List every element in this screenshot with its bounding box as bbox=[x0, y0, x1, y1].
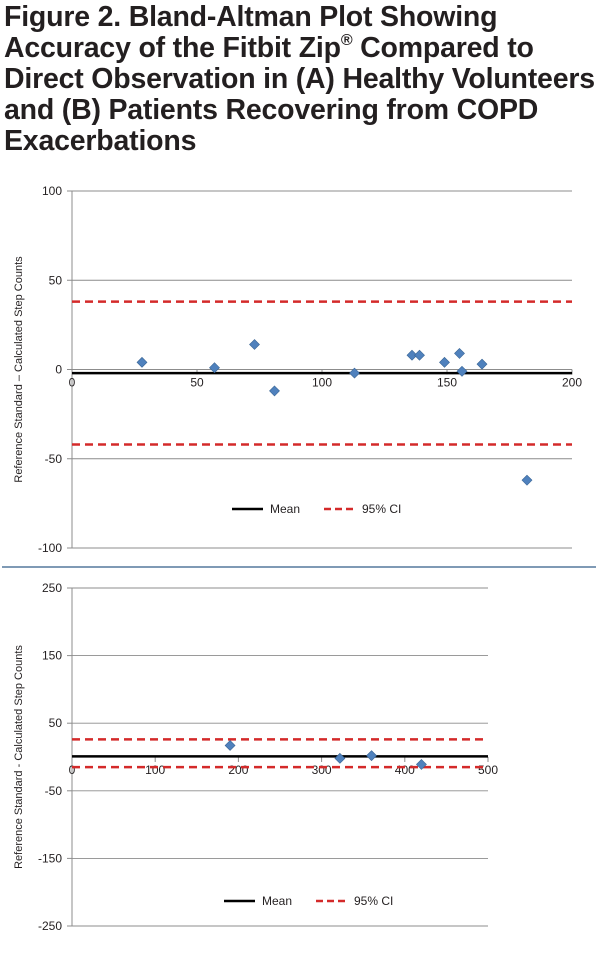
legend-label: 95% CI bbox=[362, 502, 401, 516]
x-tick-label: 0 bbox=[69, 763, 76, 777]
legend-label: Mean bbox=[262, 894, 292, 908]
data-point bbox=[521, 474, 533, 486]
panel-a-chart: -100 -50 0 50 100 0 50 100 150 200 Reference Stand… bbox=[13, 184, 582, 555]
y-axis-title: Reference Standard – Calculated Step Cou… bbox=[13, 256, 25, 483]
data-point bbox=[334, 752, 346, 764]
x-tick-label: 500 bbox=[478, 763, 498, 777]
y-tick-label: -50 bbox=[45, 784, 63, 798]
x-tick-label: 300 bbox=[312, 763, 332, 777]
x-tick-label: 200 bbox=[228, 763, 248, 777]
registered-mark: ® bbox=[340, 31, 353, 49]
x-tick-label: 400 bbox=[395, 763, 415, 777]
data-point bbox=[136, 356, 148, 368]
y-tick-label: -250 bbox=[38, 919, 62, 933]
legend-label: 95% CI bbox=[354, 894, 393, 908]
x-tick-label: 100 bbox=[312, 376, 332, 390]
y-tick-label: 0 bbox=[55, 363, 62, 377]
panel-b-chart: -250 -150 -50 50 150 250 0 100 200 300 400 500 Refer… bbox=[13, 581, 498, 933]
figure-title-rest: Compared to Direct Observation in (A) He… bbox=[4, 32, 595, 157]
data-point bbox=[439, 356, 450, 368]
x-tick-label: 150 bbox=[437, 376, 457, 390]
legend-label: Mean bbox=[270, 502, 300, 516]
data-point bbox=[456, 365, 468, 377]
data-point bbox=[366, 750, 377, 762]
y-tick-label: 150 bbox=[42, 649, 62, 663]
y-tick-label: -100 bbox=[38, 541, 62, 555]
data-point bbox=[349, 367, 360, 379]
y-tick-label: 50 bbox=[49, 716, 63, 730]
x-tick-label: 200 bbox=[562, 376, 582, 390]
data-point bbox=[476, 358, 488, 370]
data-point bbox=[414, 349, 425, 361]
x-tick-label: 50 bbox=[190, 376, 204, 390]
data-point bbox=[224, 740, 236, 751]
data-point bbox=[209, 362, 220, 374]
data-point bbox=[269, 385, 280, 397]
data-point bbox=[416, 759, 427, 770]
x-tick-label: 100 bbox=[145, 763, 165, 777]
data-point bbox=[249, 339, 260, 350]
y-tick-label: 50 bbox=[49, 273, 63, 287]
y-axis-title: Reference Standard - Calculated Step Cou… bbox=[13, 645, 25, 869]
y-tick-label: -150 bbox=[38, 851, 62, 865]
y-tick-label: 250 bbox=[42, 581, 62, 595]
x-tick-label: 0 bbox=[69, 376, 76, 390]
figure-title-main: Figure 2. Bland-Altman Plot Showing Accu… bbox=[4, 1, 498, 64]
figure-title: Figure 2. Bland-Altman Plot Showing Accu… bbox=[4, 2, 598, 157]
data-point bbox=[406, 349, 418, 361]
panel-divider bbox=[2, 566, 596, 568]
y-tick-label: -50 bbox=[45, 452, 63, 466]
y-tick-label: 100 bbox=[42, 184, 62, 198]
data-point bbox=[454, 348, 465, 359]
